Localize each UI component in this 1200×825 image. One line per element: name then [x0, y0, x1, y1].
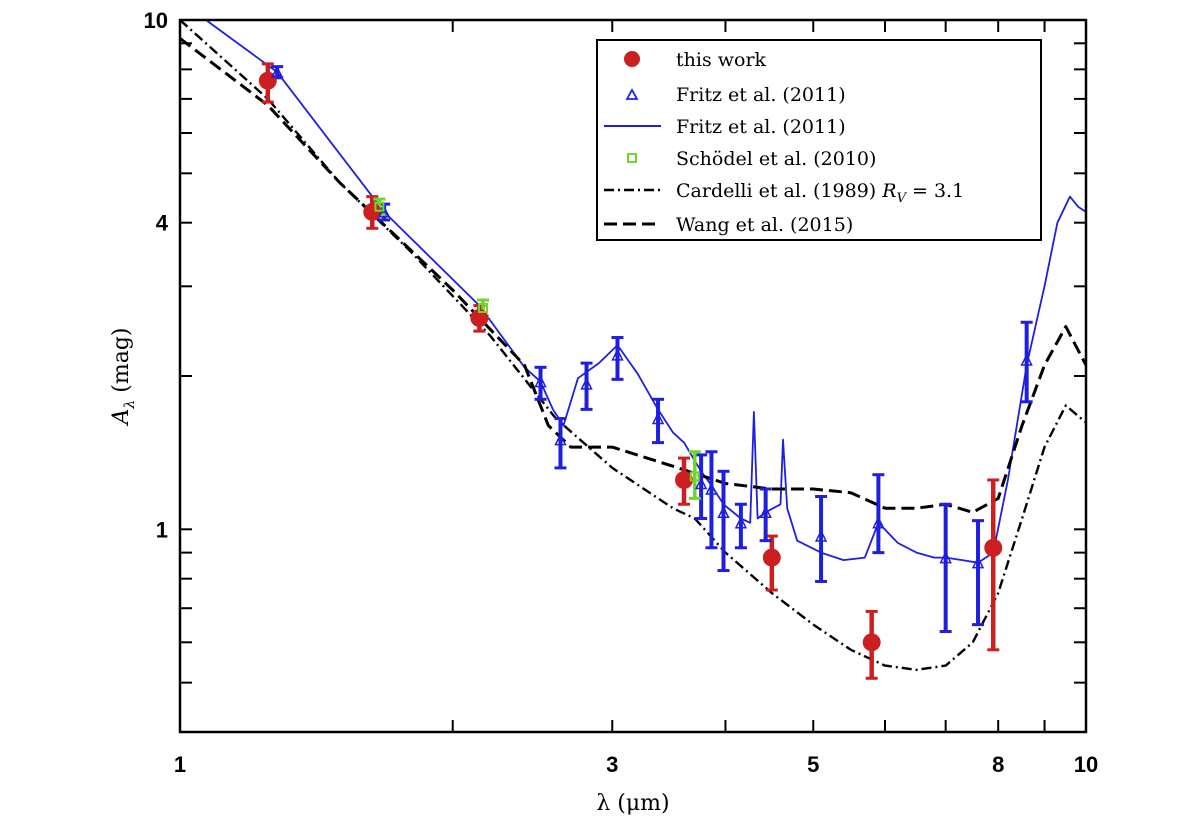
series-5-curve — [180, 37, 1086, 514]
series-1-errorbar — [554, 417, 567, 470]
series-1-errorbar — [717, 469, 730, 573]
series-3-errorbar — [688, 450, 701, 500]
x-axis-title: λ (μm) — [596, 791, 669, 816]
series-1-errorbar — [734, 502, 747, 550]
legend-label-wang: Wang et al. (2015) — [676, 214, 853, 236]
series-1-point — [554, 432, 567, 446]
series-1-point — [1020, 353, 1033, 366]
series-1-point — [872, 516, 885, 529]
legend-label-cardelli: Cardelli et al. (1989) RV = 3.1 — [676, 180, 964, 206]
series-3-point — [689, 471, 700, 482]
series-0-errorbar — [987, 478, 1000, 652]
x-tick-label: 10 — [1074, 752, 1098, 777]
series-1-errorbar — [1020, 320, 1033, 404]
legend: this work Fritz et al. (2011) Fritz et a… — [596, 39, 1042, 241]
legend-box — [596, 39, 1042, 241]
series-0-point — [363, 202, 382, 221]
series-1-point — [705, 482, 718, 495]
series-0-point — [984, 538, 1003, 557]
series-1-point — [651, 411, 665, 425]
series-1-errorbar — [815, 494, 828, 583]
legend-label-this-work: this work — [676, 49, 767, 71]
series-1-point — [717, 505, 730, 519]
series-1-errorbar — [652, 397, 665, 445]
x-axis-label: λ (μm) — [596, 791, 669, 816]
series-1-point — [814, 529, 828, 542]
series-3-point — [478, 302, 489, 313]
legend-label-fritz-curve: Fritz et al. (2011) — [676, 116, 846, 138]
x-tick-label: 5 — [807, 752, 819, 777]
series-1-errorbar — [705, 450, 718, 550]
x-tick-label: 1 — [174, 752, 186, 777]
series-1-errorbar — [611, 336, 624, 381]
x-tick-label: 3 — [606, 752, 618, 777]
series-1-errorbar — [939, 502, 952, 634]
series-0-point — [762, 548, 781, 567]
series-1-errorbar — [580, 361, 593, 411]
marker-layer — [258, 65, 1033, 652]
y-axis-label: Aλ (mag) — [109, 328, 138, 427]
series-0-point — [470, 308, 489, 327]
y-tick-label: 1 — [156, 517, 168, 542]
series-4-curve — [180, 20, 1086, 671]
series-1-point — [734, 516, 748, 529]
series-1-point — [694, 476, 708, 490]
series-1-errorbar — [872, 473, 885, 555]
series-1-point — [270, 65, 284, 78]
series-1-point — [534, 374, 547, 388]
y-tick-label: 10 — [144, 8, 168, 33]
series-3-point — [374, 201, 385, 212]
series-1-errorbar — [759, 487, 772, 543]
legend-swatch-this-work — [624, 51, 640, 67]
legend-label-schodel: Schödel et al. (2010) — [676, 148, 876, 170]
series-1-point — [971, 556, 985, 569]
series-1-point — [611, 348, 624, 361]
y-tick-label: 4 — [156, 211, 169, 236]
series-1-errorbar — [534, 365, 547, 401]
x-tick-label: 8 — [992, 752, 1004, 777]
y-axis-title: Aλ (mag) — [109, 328, 138, 427]
series-1-point — [759, 505, 772, 519]
series-1-errorbar — [695, 453, 708, 521]
legend-swatch-fritz-points — [625, 88, 639, 100]
series-1-point — [939, 550, 952, 564]
series-0-point — [862, 633, 881, 652]
legend-label-fritz-points: Fritz et al. (2011) — [676, 84, 846, 106]
series-0-point — [675, 470, 694, 489]
legend-swatch-schodel — [627, 153, 637, 163]
series-1-point — [580, 377, 593, 390]
ticks-layer: 1 3 5 8 10 1 4 10 — [144, 8, 1099, 777]
series-1-point — [377, 205, 391, 218]
series-1-errorbar — [972, 519, 985, 627]
